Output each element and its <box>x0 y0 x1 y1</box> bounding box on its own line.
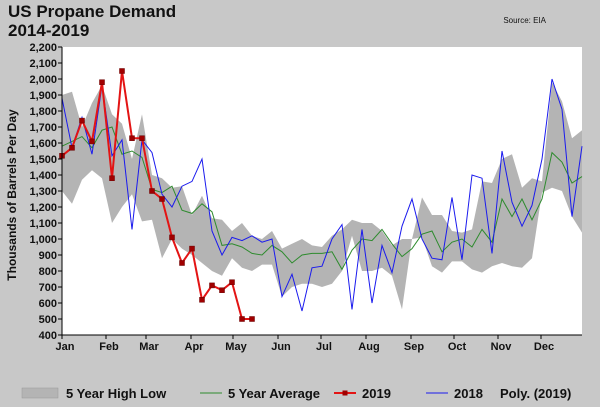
data-point-2019 <box>119 68 125 74</box>
y-tick-label: 600 <box>39 298 57 310</box>
y-tick-label: 1,700 <box>29 122 57 134</box>
data-point-2019 <box>169 234 175 241</box>
data-point-2019 <box>219 287 225 293</box>
legend-label-2018: 2018 <box>454 386 483 401</box>
y-tick-label: 1,900 <box>29 90 57 102</box>
y-tick-label: 400 <box>39 330 57 342</box>
data-point-2019 <box>229 279 235 285</box>
data-point-2019 <box>209 282 215 289</box>
data-point-2019 <box>239 316 245 322</box>
y-tick-label: 2,200 <box>29 42 57 54</box>
y-tick-label: 1,200 <box>29 202 57 214</box>
y-axis-label: Thousands of Barrels Per Day <box>5 109 19 281</box>
legend-label-5-year-average: 5 Year Average <box>228 386 320 401</box>
data-point-2019 <box>179 260 185 266</box>
y-tick-label: 1,500 <box>29 154 57 166</box>
y-tick-label: 1,000 <box>29 234 57 246</box>
data-point-2019 <box>109 175 115 181</box>
data-point-2019 <box>199 297 205 303</box>
data-point-2019 <box>189 245 195 252</box>
x-tick-label: Jun <box>271 341 291 353</box>
x-tick-label: Sep <box>404 341 424 353</box>
data-point-2019 <box>99 79 105 85</box>
y-tick-label: 700 <box>39 282 57 294</box>
legend-label-2019: 2019 <box>362 386 391 401</box>
x-tick-label: Dec <box>534 341 554 353</box>
data-point-2019 <box>69 145 75 151</box>
legend-label-poly-2019-: Poly. (2019) <box>500 386 571 401</box>
legend-swatch-band <box>21 387 59 399</box>
chart-subtitle: 2014-2019 <box>8 21 90 40</box>
x-tick-label: Jan <box>56 341 75 353</box>
x-tick-label: May <box>225 341 247 353</box>
x-tick-label: Nov <box>491 341 513 353</box>
x-tick-label: Oct <box>448 341 467 353</box>
x-tick-label: Aug <box>358 341 379 353</box>
series-2018-line <box>61 78 583 312</box>
y-tick-label: 2,100 <box>29 58 57 70</box>
y-tick-label: 1,400 <box>29 170 57 182</box>
chart-title: US Propane Demand <box>8 2 177 21</box>
x-tick-label: Feb <box>99 341 119 353</box>
legend-label-5-year-high-low: 5 Year High Low <box>66 386 167 401</box>
y-tick-label: 1,800 <box>29 106 57 118</box>
data-point-2019 <box>149 188 155 194</box>
y-tick-label: 800 <box>39 266 57 278</box>
data-point-2019 <box>139 135 145 141</box>
y-tick-label: 2,000 <box>29 74 57 86</box>
y-tick-label: 500 <box>39 314 57 326</box>
y-tick-label: 1,300 <box>29 186 57 198</box>
data-point-2019 <box>249 316 255 322</box>
x-tick-label: Jul <box>316 341 332 353</box>
data-point-2019 <box>159 196 165 202</box>
y-tick-label: 900 <box>39 250 57 262</box>
x-tick-label: Mar <box>139 341 159 353</box>
y-tick-label: 1,100 <box>29 218 57 230</box>
source-label: Source: EIA <box>503 16 546 25</box>
data-point-2019 <box>129 135 135 141</box>
data-point-2019 <box>79 117 85 124</box>
data-point-2019 <box>89 138 95 145</box>
legend-marker-2019 <box>342 390 348 396</box>
y-tick-label: 1,600 <box>29 138 57 150</box>
x-tick-label: Apr <box>185 341 205 353</box>
